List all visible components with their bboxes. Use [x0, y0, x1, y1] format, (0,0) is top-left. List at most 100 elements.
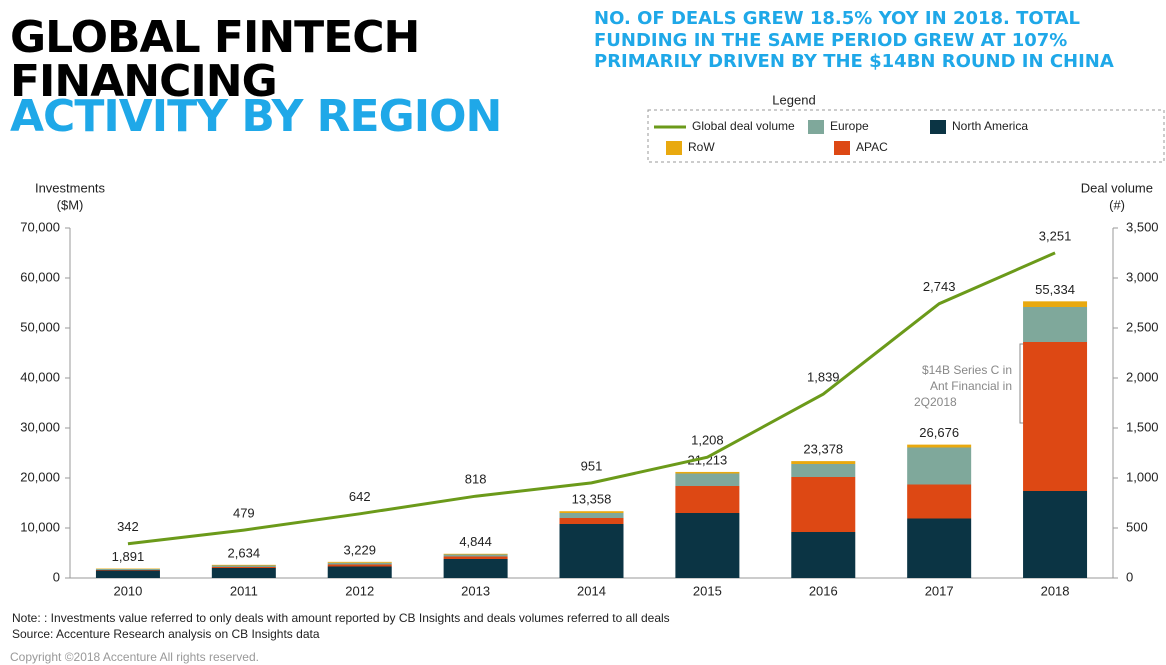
y2-tick-label: 0: [1126, 569, 1133, 584]
bar-segment: [559, 511, 624, 513]
legend-label: RoW: [688, 140, 715, 154]
title-line: GLOBAL FINTECH: [10, 12, 419, 63]
x-tick-label: 2011: [230, 583, 258, 598]
y-tick-label: 50,000: [20, 319, 60, 334]
bar-segment: [791, 532, 856, 578]
y2-tick-label: 1,000: [1126, 469, 1159, 484]
bar-segment: [95, 569, 160, 570]
line-label: 342: [117, 519, 139, 534]
y2-tick-label: 2,000: [1126, 369, 1159, 384]
y2-axis-label: (#): [1109, 197, 1125, 212]
total-label: 2,634: [228, 545, 261, 560]
total-label: 55,334: [1035, 282, 1075, 297]
legend-swatch: [808, 120, 824, 134]
y2-axis-label: Deal volume: [1081, 180, 1153, 195]
bar-segment: [211, 565, 276, 567]
legend-title: Legend: [772, 92, 815, 107]
y-tick-label: 40,000: [20, 369, 60, 384]
y-tick-label: 70,000: [20, 219, 60, 234]
y-axis-label: Investments: [35, 180, 106, 195]
bar-segment: [675, 471, 740, 474]
bar-segment: [327, 561, 392, 563]
bar-segment: [327, 566, 392, 578]
line-label: 2,743: [923, 279, 956, 294]
legend-swatch: [834, 141, 850, 155]
y-axis-label: ($M): [57, 197, 84, 212]
bar-segment: [791, 461, 856, 464]
bar-segment: [95, 570, 160, 571]
line-series: [127, 251, 1056, 546]
note: Note: : Investments value referred to on…: [12, 611, 670, 625]
legend-box: [647, 109, 1165, 163]
legend-label: North America: [952, 119, 1028, 133]
y2-tick-label: 3,500: [1126, 219, 1159, 234]
bar-segment: [559, 518, 624, 524]
legend-swatch: [930, 120, 946, 134]
bar-segment: [211, 567, 276, 568]
x-tick-label: 2014: [577, 583, 606, 598]
bar-segment: [907, 447, 972, 485]
bar-segment: [443, 556, 508, 559]
x-tick-label: 2010: [113, 583, 142, 598]
total-label: 13,358: [572, 492, 612, 507]
bar-segment: [559, 513, 624, 518]
subtitle: ACTIVITY BY REGION: [10, 91, 501, 142]
y-tick-label: 60,000: [20, 269, 60, 284]
bar-segment: [675, 486, 740, 513]
total-label: 4,844: [459, 534, 492, 549]
bar-segment: [1023, 301, 1088, 307]
bar-segment: [675, 513, 740, 578]
x-tick-label: 2015: [693, 583, 722, 598]
total-label: 26,676: [919, 425, 959, 440]
bar-segment: [791, 464, 856, 477]
legend-label: Global deal volume: [692, 119, 795, 133]
source: Source: Accenture Research analysis on C…: [12, 627, 320, 641]
title-line: FINANCING: [10, 56, 277, 107]
x-tick-label: 2016: [809, 583, 838, 598]
y-tick-label: 0: [53, 569, 60, 584]
headline: NO. OF DEALS GREW 18.5% YOY IN 2018. TOT…: [594, 8, 1080, 29]
line-label: 951: [581, 458, 603, 473]
x-tick-label: 2018: [1041, 583, 1070, 598]
annotation: $14B Series C in: [922, 363, 1012, 377]
annotation: 2Q2018: [914, 395, 957, 409]
bar-segment: [443, 554, 508, 557]
bar-segment: [327, 564, 392, 567]
bar-segment: [1023, 342, 1088, 491]
line-label: 3,251: [1039, 228, 1072, 243]
bar-segment: [443, 559, 508, 578]
y-tick-label: 30,000: [20, 419, 60, 434]
bar-segment: [559, 524, 624, 578]
y2-tick-label: 3,000: [1126, 269, 1159, 284]
line-label: 479: [233, 506, 255, 521]
line-label: 1,208: [691, 433, 724, 448]
y2-tick-label: 500: [1126, 519, 1148, 534]
x-tick-label: 2013: [461, 583, 490, 598]
bar-segment: [443, 553, 508, 555]
bar-segment: [907, 484, 972, 519]
headline: FUNDING IN THE SAME PERIOD GREW AT 107%: [594, 30, 1067, 51]
bar-segment: [211, 568, 276, 578]
line-label: 642: [349, 489, 371, 504]
y-tick-label: 10,000: [20, 519, 60, 534]
bar-segment: [907, 518, 972, 578]
bar-segment: [675, 473, 740, 486]
bar-segment: [211, 564, 276, 566]
annotation: Ant Financial in: [930, 379, 1012, 393]
total-label: 1,891: [112, 549, 145, 564]
annotation-bracket: [1019, 343, 1025, 424]
total-label: 21,213: [688, 452, 728, 467]
bar-segment: [791, 477, 856, 532]
total-label: 3,229: [343, 542, 376, 557]
y-tick-label: 20,000: [20, 469, 60, 484]
bar-segment: [1023, 491, 1088, 578]
y2-tick-label: 2,500: [1126, 319, 1159, 334]
bar-segment: [95, 570, 160, 578]
line-label: 1,839: [807, 370, 840, 385]
x-tick-label: 2017: [925, 583, 954, 598]
y2-tick-label: 1,500: [1126, 419, 1159, 434]
bar-segment: [907, 444, 972, 448]
line-label: 818: [465, 472, 487, 487]
legend-label: Europe: [830, 119, 869, 133]
total-label: 23,378: [803, 442, 843, 457]
